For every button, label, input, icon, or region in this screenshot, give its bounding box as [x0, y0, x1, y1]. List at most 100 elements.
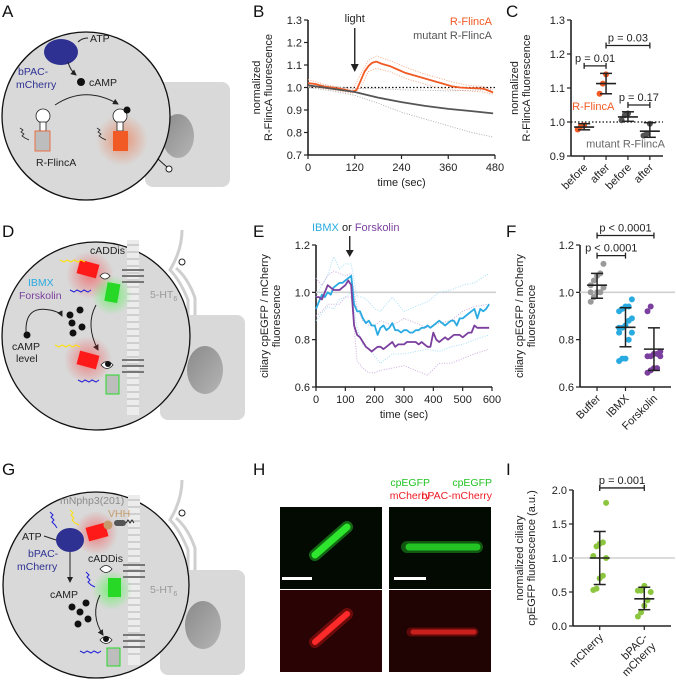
bpac-enzyme	[44, 39, 78, 65]
data-point	[590, 294, 597, 301]
y-tick-label: 1.3	[550, 15, 565, 27]
data-point	[628, 329, 635, 336]
series-line-ibmx-upper	[315, 256, 490, 312]
panel-letter-h: H	[253, 460, 266, 479]
data-point	[603, 499, 610, 506]
y-tick-label: 1.0	[295, 287, 310, 299]
data-point	[599, 572, 606, 579]
y-tick-label: 1.2	[559, 240, 574, 252]
x-tick-label: 200	[365, 394, 383, 406]
y-tick-label: 0.8	[295, 335, 310, 347]
data-point	[616, 329, 623, 336]
data-point	[587, 289, 594, 296]
p-value-label: p = 0.01	[575, 53, 615, 65]
annotation-treatment: IBMX or Forskolin	[312, 222, 399, 234]
y-tick-label: 1.3	[287, 15, 302, 27]
x-tick-label: 300	[395, 394, 413, 406]
x-tick-label: 0	[305, 162, 311, 174]
h-col2-red-label: bPAC-mCherry	[421, 490, 492, 502]
p-value-label: p < 0.0001	[599, 223, 651, 235]
data-point	[654, 365, 661, 372]
x-tick-label: 500	[453, 394, 471, 406]
x-tick-label: 360	[439, 162, 457, 174]
y-axis-label: ciliary cpEGFP / mCherry	[514, 254, 526, 378]
chart-b: 0.7 0.8 0.9 1.0 1.1 1.2 1.3 normalized R-FlincA …	[251, 13, 504, 189]
data-point	[634, 613, 641, 620]
scale-bar	[394, 577, 426, 580]
y-tick-label: 0.6	[295, 382, 310, 394]
bpac-label-g2: mCherry	[17, 561, 58, 573]
x-axis-label: time (sec)	[377, 177, 425, 189]
y-axis-label: normalized ciliary	[514, 515, 526, 600]
y-tick-label: 0.7	[287, 150, 302, 162]
micrograph-mcherry-green	[280, 507, 382, 589]
h-col2-label: cpEGFP bPAC-mCherry	[395, 477, 492, 503]
panel-a-diagram: ATP bPAC- mCherry cAMP R-FlincA	[1, 31, 230, 201]
data-point	[587, 298, 594, 305]
y-tick-label: 1.0	[550, 117, 565, 129]
annotation-arrowhead	[345, 250, 354, 257]
y-tick-label: 1.2	[550, 49, 565, 61]
x-category-label: mCherry	[568, 631, 607, 670]
annotation-part: IBMX	[312, 222, 340, 234]
receptor-label: 5-HT6	[150, 289, 177, 303]
data-point	[622, 355, 629, 362]
h-col2-green-label: cpEGFP	[452, 477, 492, 489]
annotation-arrowhead	[350, 64, 359, 72]
group-label-mutant: mutant R-FlincA	[586, 139, 666, 151]
data-point	[647, 589, 654, 595]
panel-letter-a: A	[2, 2, 14, 21]
x-tick-label: 400	[424, 394, 442, 406]
caddis-label: cADDis	[90, 245, 125, 257]
series-line-ibmx	[315, 274, 490, 336]
panel-letter-i: I	[506, 460, 511, 479]
data-point	[597, 289, 604, 296]
panel-g-diagram: 5-HT6 mNphp3(201) VHH ATP bPAC- mCherry …	[2, 479, 245, 679]
bpac-label-g1: bPAC-	[28, 548, 59, 560]
camp-label: cAMP	[89, 77, 117, 89]
atp-label: ATP	[90, 33, 110, 45]
data-point	[657, 348, 664, 355]
y-tick-label: 1.0	[287, 83, 302, 95]
panel-letter-d: D	[2, 222, 15, 241]
y-axis-label: fluorescence	[271, 285, 283, 347]
nphp3-label: mNphp3(201)	[60, 495, 124, 507]
x-axis-label: time (sec)	[380, 409, 428, 421]
camp-molecule	[77, 78, 85, 86]
y-axis-label: R-FlincA fluorescence	[263, 34, 275, 141]
data-point	[628, 315, 635, 322]
panel-letter-f: F	[506, 222, 517, 241]
y-tick-label: 1.0	[559, 287, 574, 299]
data-point	[638, 609, 645, 616]
data-point	[593, 585, 600, 592]
panel-letter-c: C	[506, 2, 519, 21]
series-line-r-flinca-lower	[307, 67, 494, 95]
y-tick-label: 0.9	[550, 151, 565, 163]
data-point	[590, 277, 597, 284]
data-point	[644, 308, 651, 315]
y-tick-label: 0.9	[287, 105, 302, 117]
atp-label-g: ATP	[22, 531, 42, 543]
y-axis-label: fluorescence	[526, 285, 538, 347]
p-value-label: p = 0.001	[599, 475, 645, 487]
data-point	[618, 117, 625, 124]
y-tick-label: 1.5	[552, 519, 567, 531]
vhh-label: VHH	[108, 508, 130, 520]
data-point	[600, 284, 607, 291]
sensor-label: R-FlincA	[36, 157, 76, 169]
bpac-label-1: bPAC-	[18, 66, 49, 78]
chart-i: 0.0 0.5 1.0 1.5 2.0 normalized ciliary cpEGFP …	[514, 475, 675, 679]
x-category-label: before	[560, 162, 591, 193]
annotation-part: or	[339, 222, 355, 234]
chart-f: 0.6 0.8 1.0 1.2 ciliary cpEGFP / mCherry fluo…	[514, 223, 675, 433]
sensor-active	[113, 131, 128, 151]
y-axis-label: cpEGFP fluorescence (a.u.)	[526, 490, 538, 626]
chart-e: 0.6 0.8 1.0 1.2 ciliary cpEGFP / mCherry fluo…	[259, 222, 501, 421]
data-point	[647, 303, 654, 310]
y-tick-label: 1.2	[295, 240, 310, 252]
receptor-label-g: 5-HT6	[150, 584, 177, 598]
bpac-label-2: mCherry	[16, 79, 57, 91]
sensor-inactive	[34, 130, 51, 152]
y-tick-label: 0.0	[552, 621, 567, 633]
data-point	[596, 90, 603, 97]
